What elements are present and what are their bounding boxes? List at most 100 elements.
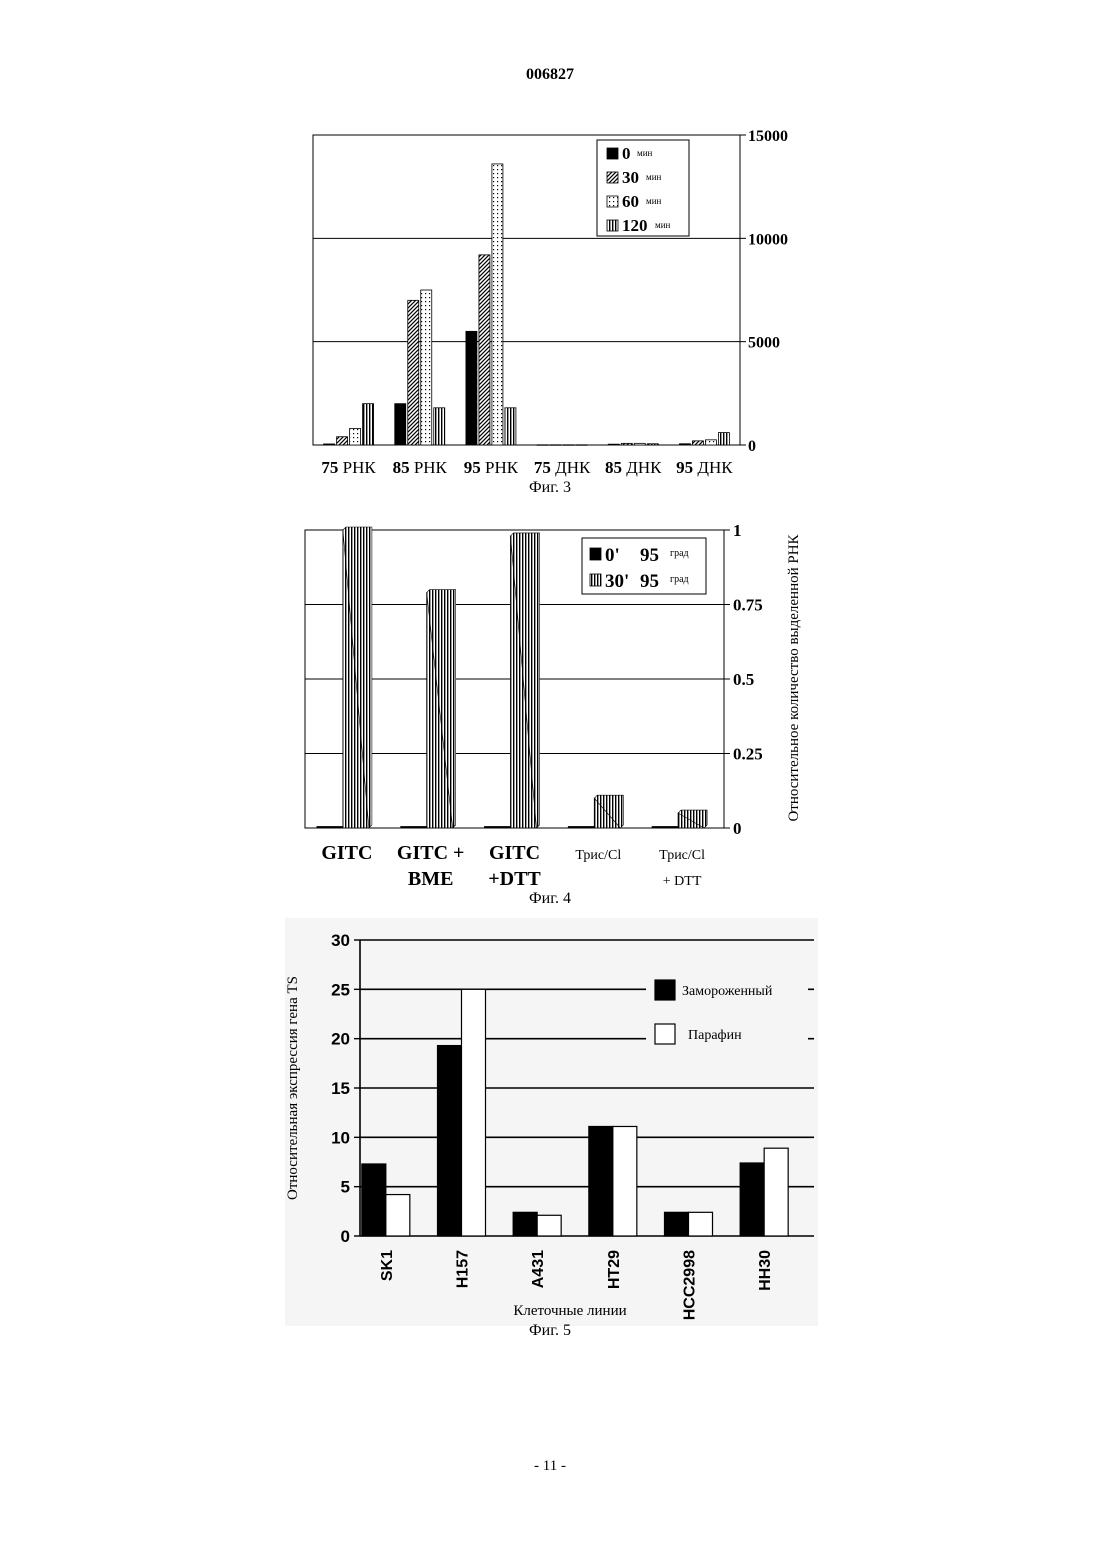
legend-swatch <box>607 148 618 159</box>
legend-unit: мин <box>646 172 662 182</box>
legend-swatch <box>607 172 618 183</box>
bar-0-1 <box>401 827 427 828</box>
bar-Замороженный-3 <box>589 1126 613 1236</box>
x-tick-label: SK1 <box>379 1250 396 1281</box>
legend-label: 60 <box>622 192 639 211</box>
y-tick-label: 0 <box>341 1227 350 1246</box>
x-tick-label: Трис/Cl <box>659 848 705 863</box>
legend-temp: 95 <box>640 571 659 592</box>
bar-0-3 <box>537 445 548 446</box>
bar-120-2 <box>505 408 516 445</box>
bar-0-1 <box>395 404 406 445</box>
y-tick-label: 0.75 <box>733 596 763 615</box>
legend-label: 30 <box>622 168 639 187</box>
legend-swatch <box>590 548 601 560</box>
legend-label: Парафин <box>688 1028 742 1043</box>
y-tick-label: 15 <box>331 1079 350 1098</box>
bar-Парафин-4 <box>689 1212 713 1236</box>
y-tick-label: 20 <box>331 1030 350 1049</box>
x-tick-label: 85 ДНК <box>605 458 662 477</box>
x-tick-label: HT29 <box>606 1250 623 1289</box>
figure-4-chart: 00.250.50.751GITCGITC +BMEGITC+DTTТрис/C… <box>0 518 1100 913</box>
legend-label: 120 <box>622 216 648 235</box>
y-axis-label: Относительная экспрессия гена TS <box>285 976 301 1200</box>
legend-swatch <box>607 220 618 231</box>
bar-Парафин-0 <box>386 1195 410 1236</box>
bar-60-4 <box>634 443 645 445</box>
legend-temp: 95 <box>640 545 659 566</box>
bar-Замороженный-5 <box>740 1163 764 1236</box>
x-tick-label: Трис/Cl <box>575 848 621 863</box>
page-footer: - 11 - <box>0 1458 1100 1475</box>
x-tick-label: 95 РНК <box>464 458 519 477</box>
y-tick-label: 10 <box>331 1128 350 1147</box>
bar-120-3 <box>576 445 587 446</box>
x-tick-label: 95 ДНК <box>676 458 733 477</box>
bar-0-4 <box>652 827 678 828</box>
legend-unit: мин <box>655 220 671 230</box>
legend-swatch <box>655 980 675 1000</box>
bar-Парафин-1 <box>462 989 486 1236</box>
y-tick-label: 0 <box>733 819 742 838</box>
figure-caption: Фиг. 5 <box>529 1322 571 1339</box>
y-tick-label: 10000 <box>748 231 788 248</box>
bar-Парафин-2 <box>537 1215 561 1236</box>
y-tick-label: 5000 <box>748 335 780 352</box>
x-tick-label: 75 ДНК <box>534 458 591 477</box>
x-tick-label: 85 РНК <box>393 458 448 477</box>
legend-label: 0' <box>605 545 620 566</box>
x-tick-label: + DTT <box>663 874 702 889</box>
bar-0-5 <box>679 444 690 445</box>
bar-0-0 <box>324 444 335 445</box>
figure-3-chart: 0 5000 10000 15000 75 РНК 85 РНК 95 РНК 75 ДНК 8… <box>0 120 1100 500</box>
bar-120-5 <box>718 433 729 445</box>
y-tick-label: 15000 <box>748 128 788 145</box>
x-tick-label: GITC <box>321 842 372 864</box>
x-tick-label: 75 РНК <box>321 458 376 477</box>
bar-Замороженный-2 <box>513 1212 537 1236</box>
y-axis-label: Относительное количество выделенной РНК <box>786 533 802 821</box>
legend-swatch <box>590 574 601 586</box>
bar-30-5 <box>692 441 703 445</box>
y-tick-label: 25 <box>331 980 350 999</box>
page-header: 006827 <box>0 66 1100 84</box>
figure-caption: Фиг. 3 <box>529 479 571 496</box>
bar-120-1 <box>434 408 445 445</box>
legend-unit: мин <box>646 196 662 206</box>
legend-label: 30' <box>605 571 629 592</box>
bar-30-2 <box>479 255 490 445</box>
x-tick-label: GITC + <box>397 842 465 864</box>
legend-unit: мин <box>637 148 653 158</box>
bar-Замороженный-0 <box>362 1164 386 1236</box>
x-tick-label: BME <box>408 868 454 890</box>
legend-unit: град <box>670 548 689 559</box>
bar-30-1 <box>408 300 419 445</box>
bar-Парафин-5 <box>764 1148 788 1236</box>
x-tick-label: HCC2998 <box>682 1250 699 1320</box>
legend-label: Замороженный <box>682 984 773 999</box>
bar-30-3 <box>550 445 561 446</box>
figure-caption: Фиг. 4 <box>529 890 571 907</box>
bar-0-4 <box>608 444 619 445</box>
legend-swatch <box>655 1024 675 1044</box>
figure-5-chart: 051015202530SK1H157A431HT29HCC2998HH30За… <box>0 918 1100 1348</box>
y-tick-label: 1 <box>733 521 742 540</box>
bar-120-0 <box>363 404 374 445</box>
x-tick-label: HH30 <box>757 1250 774 1291</box>
y-tick-label: 0.25 <box>733 745 763 764</box>
y-tick-label: 0.5 <box>733 670 754 689</box>
y-tick-label: 30 <box>331 931 350 950</box>
bar-Замороженный-1 <box>438 1046 462 1236</box>
bar-60-0 <box>350 428 361 445</box>
y-tick-label: 0 <box>748 438 756 455</box>
bar-30-0 <box>337 437 348 445</box>
bar-120-4 <box>647 444 658 445</box>
legend-swatch <box>607 196 618 207</box>
x-tick-label: H157 <box>455 1250 472 1288</box>
x-tick-label: +DTT <box>488 868 541 890</box>
bar-0-2 <box>485 827 511 828</box>
bar-Парафин-3 <box>613 1126 637 1236</box>
bar-60-5 <box>705 440 716 445</box>
bar-60-3 <box>563 445 574 446</box>
x-axis-label: Клеточные линии <box>513 1303 626 1319</box>
